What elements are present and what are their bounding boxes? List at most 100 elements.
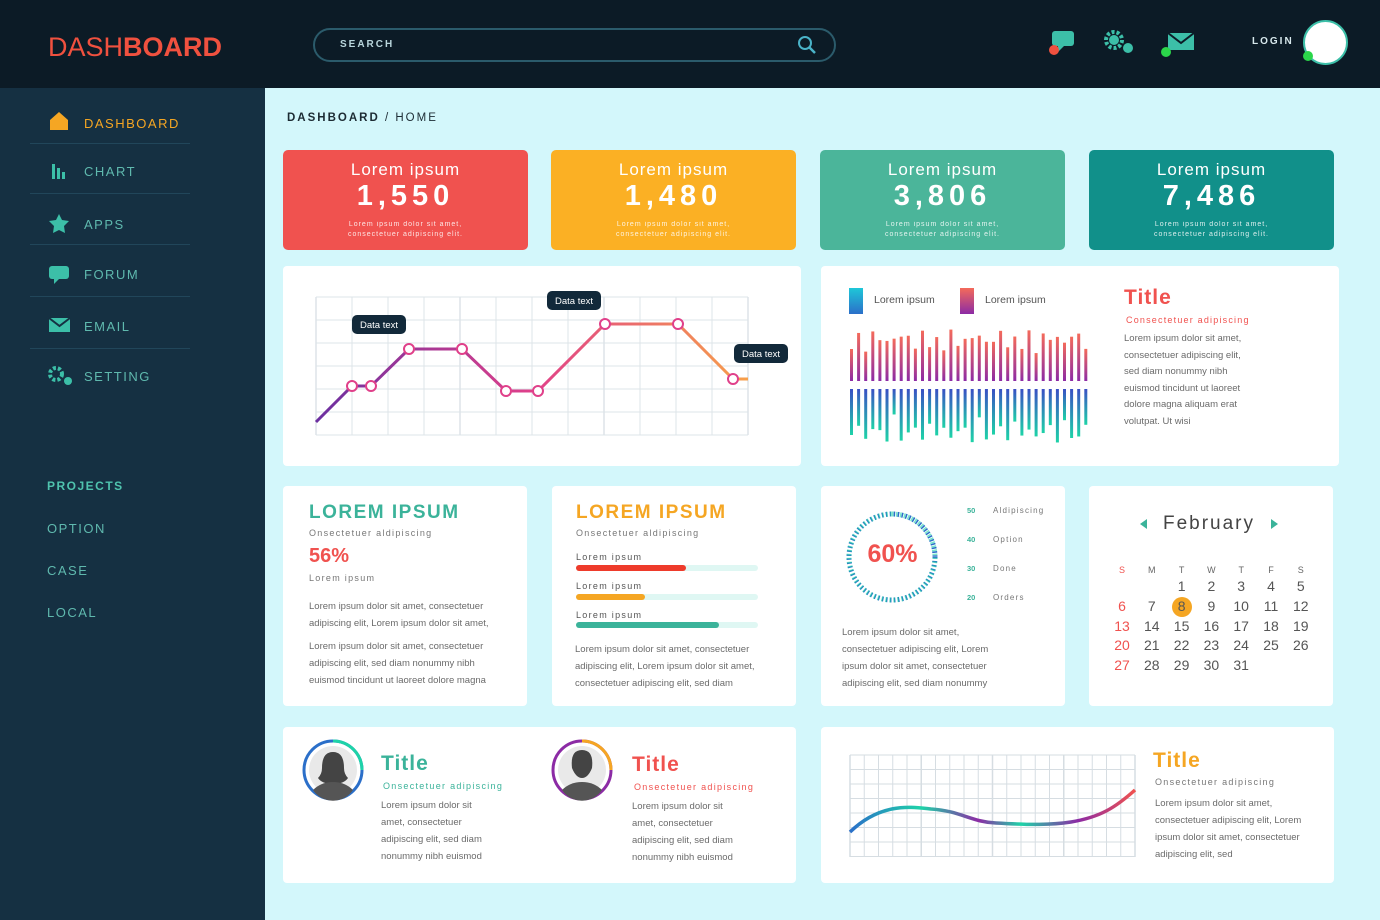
menu-item[interactable]: CHART xyxy=(84,164,137,179)
legend-number: 50 xyxy=(967,506,976,515)
calendar-day[interactable]: 30 xyxy=(1203,657,1220,674)
calendar-day[interactable]: 19 xyxy=(1293,617,1309,634)
stat-text: Lorem ipsum dolor sit amet, consectetuer… xyxy=(348,221,463,238)
panel-title: Title xyxy=(1124,286,1172,309)
calendar-day[interactable]: 21 xyxy=(1144,637,1160,654)
calendar-day[interactable]: 14 xyxy=(1144,617,1160,634)
calendar-day[interactable]: 27 xyxy=(1114,657,1130,674)
progress-fill xyxy=(576,622,719,628)
calendar-day[interactable]: 23 xyxy=(1203,637,1220,654)
logo[interactable]: DASHBOARD xyxy=(48,32,222,63)
bar xyxy=(864,351,868,381)
menu-separator xyxy=(30,193,190,194)
breadcrumb-root[interactable]: DASHBOARD xyxy=(287,112,380,124)
stat-card: Lorem ipsum 7,486 Lorem ipsum dolor sit am… xyxy=(1089,150,1334,250)
calendar-day[interactable]: 16 xyxy=(1203,617,1220,634)
menu-item[interactable]: SETTING xyxy=(84,369,151,384)
bar xyxy=(1055,389,1059,443)
panel-text: Lorem ipsum dolor sit amet, consectetuer… xyxy=(1155,798,1302,860)
calendar-day[interactable]: 31 xyxy=(1233,657,1249,674)
search-icon[interactable] xyxy=(796,34,818,56)
calendar-day[interactable]: 15 xyxy=(1173,617,1190,634)
profile-avatar xyxy=(302,739,364,801)
calendar-day[interactable]: 4 xyxy=(1267,578,1275,594)
bar xyxy=(1006,347,1010,381)
bar xyxy=(984,389,988,440)
profile-title: Title xyxy=(632,753,680,776)
bar xyxy=(864,389,868,439)
bar xyxy=(928,347,932,381)
gauge xyxy=(846,511,938,603)
calendar-day[interactable]: 5 xyxy=(1296,578,1305,594)
stat-text: Lorem ipsum dolor sit amet, consectetuer… xyxy=(1154,221,1269,238)
menu-icons xyxy=(48,112,72,385)
stat-title: Lorem ipsum xyxy=(618,160,729,179)
gauge-ring-accent xyxy=(846,511,938,603)
chat-icon[interactable] xyxy=(1049,31,1074,55)
calendar-day[interactable]: 10 xyxy=(1233,597,1249,614)
stat-title: Lorem ipsum xyxy=(1156,160,1267,179)
bar xyxy=(963,338,967,381)
menu-item[interactable]: FORUM xyxy=(84,267,140,282)
calendar-day[interactable]: 28 xyxy=(1144,657,1160,674)
bar xyxy=(885,389,889,442)
calendar-day[interactable]: 24 xyxy=(1233,637,1249,654)
calendar-day[interactable]: 25 xyxy=(1263,637,1279,654)
bar xyxy=(1034,389,1038,437)
calendar-day[interactable]: 22 xyxy=(1173,637,1190,654)
progress-bars xyxy=(576,565,758,628)
weekday-label: M xyxy=(1148,565,1156,575)
bar xyxy=(1070,389,1074,438)
bar xyxy=(984,341,988,381)
calendar-day[interactable]: 9 xyxy=(1207,597,1216,614)
menu-item[interactable]: EMAIL xyxy=(84,319,131,334)
bar xyxy=(1034,353,1038,381)
calendar-day[interactable]: 13 xyxy=(1114,617,1130,634)
calendar-day[interactable]: 1 xyxy=(1177,578,1186,594)
callout-label: Data text xyxy=(555,296,593,307)
menu-separator xyxy=(30,244,190,245)
bar xyxy=(970,338,974,381)
next-month[interactable] xyxy=(1271,519,1278,529)
settings-icon[interactable] xyxy=(1104,30,1133,53)
calendar-day[interactable]: 8 xyxy=(1177,597,1186,614)
login-link[interactable]: LOGIN xyxy=(1252,36,1294,47)
menu-separator xyxy=(30,143,190,144)
menu-item[interactable]: DASHBOARD xyxy=(84,116,180,131)
bar xyxy=(1063,342,1066,381)
calendar-day[interactable]: 6 xyxy=(1118,597,1126,614)
search-box[interactable] xyxy=(313,28,836,62)
calendar-day[interactable]: 17 xyxy=(1233,617,1249,634)
menu-separator xyxy=(30,348,190,349)
legend-number: 30 xyxy=(967,564,976,573)
calendar-day[interactable]: 29 xyxy=(1173,657,1190,674)
stat-title: Lorem ipsum xyxy=(887,160,998,179)
legend-label: Orders xyxy=(993,593,1025,602)
calendar-day[interactable]: 11 xyxy=(1263,597,1279,614)
calendar-day[interactable]: 12 xyxy=(1293,597,1309,614)
stat-value: 7,486 xyxy=(1162,180,1261,212)
calendar-day[interactable]: 7 xyxy=(1147,597,1156,614)
calendar-day[interactable]: 18 xyxy=(1263,617,1279,634)
calendar-day[interactable]: 2 xyxy=(1207,578,1216,594)
stat-value: 1,550 xyxy=(356,180,455,212)
menu-item[interactable]: APPS xyxy=(84,217,125,232)
weekday-label: S xyxy=(1297,565,1304,575)
legend-number: 20 xyxy=(967,593,976,602)
weekday-label: T xyxy=(1178,565,1185,575)
calendar-day[interactable]: 26 xyxy=(1293,637,1309,654)
project-item[interactable]: OPTION xyxy=(47,521,106,536)
prev-month[interactable] xyxy=(1140,519,1147,529)
bar xyxy=(942,350,946,381)
mail-icon[interactable] xyxy=(1161,32,1195,57)
project-item[interactable]: LOCAL xyxy=(47,605,98,620)
calendar-day[interactable]: 20 xyxy=(1114,637,1130,654)
calendar-day[interactable]: 3 xyxy=(1237,578,1246,594)
bar xyxy=(906,335,910,381)
project-item[interactable]: CASE xyxy=(47,563,89,578)
profiles-panel xyxy=(283,727,796,883)
bar xyxy=(999,330,1003,381)
bar xyxy=(1070,336,1074,381)
card-subtitle: Onsectetuer aldipiscing xyxy=(576,528,700,538)
stat-value: 3,806 xyxy=(893,180,992,212)
